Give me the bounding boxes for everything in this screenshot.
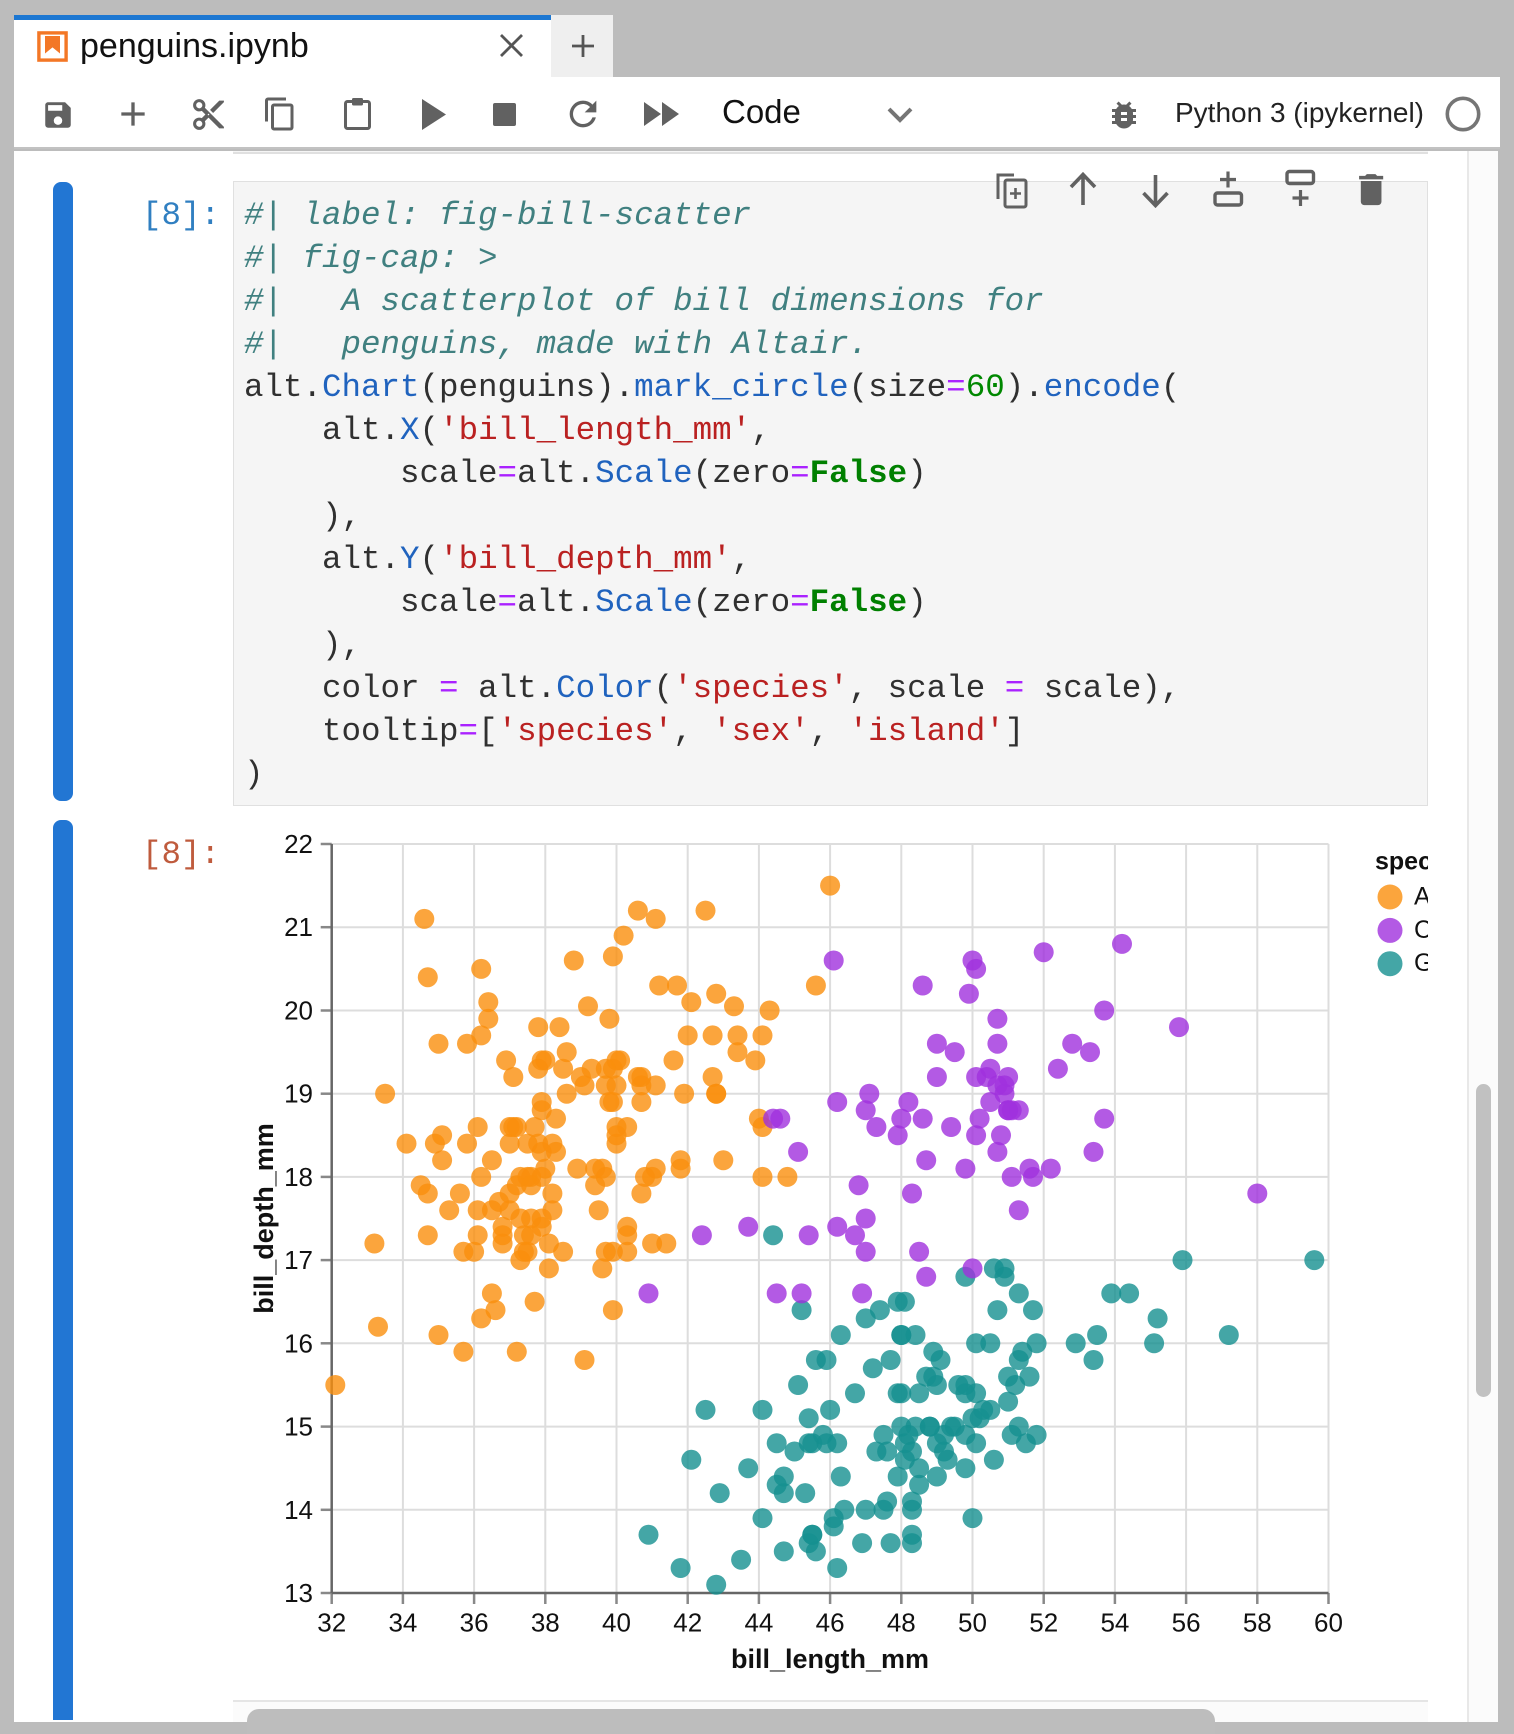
svg-text:17: 17 (284, 1245, 313, 1275)
svg-text:Adelie: Adelie (1414, 883, 1428, 911)
svg-text:20: 20 (284, 996, 313, 1026)
svg-text:40: 40 (602, 1608, 631, 1638)
svg-text:16: 16 (284, 1328, 313, 1358)
svg-text:14: 14 (284, 1495, 313, 1525)
svg-text:22: 22 (284, 829, 313, 859)
svg-text:species: species (1375, 848, 1428, 876)
svg-text:44: 44 (744, 1608, 773, 1638)
svg-text:34: 34 (388, 1608, 417, 1638)
svg-text:42: 42 (673, 1608, 702, 1638)
svg-text:38: 38 (531, 1608, 560, 1638)
svg-text:15: 15 (284, 1412, 313, 1442)
svg-text:21: 21 (284, 912, 313, 942)
svg-text:Gentoo: Gentoo (1414, 949, 1428, 977)
svg-text:18: 18 (284, 1162, 313, 1192)
svg-text:13: 13 (284, 1578, 313, 1608)
svg-text:36: 36 (460, 1608, 489, 1638)
svg-text:48: 48 (887, 1608, 916, 1638)
svg-text:60: 60 (1314, 1608, 1343, 1638)
svg-text:58: 58 (1243, 1608, 1272, 1638)
svg-text:bill_depth_mm: bill_depth_mm (249, 1123, 279, 1314)
svg-text:54: 54 (1100, 1608, 1129, 1638)
svg-text:Chinstrap: Chinstrap (1414, 916, 1428, 944)
svg-text:46: 46 (816, 1608, 845, 1638)
svg-text:50: 50 (958, 1608, 987, 1638)
svg-text:32: 32 (317, 1608, 346, 1638)
svg-text:bill_length_mm: bill_length_mm (731, 1644, 929, 1674)
svg-text:19: 19 (284, 1079, 313, 1109)
svg-text:56: 56 (1172, 1608, 1201, 1638)
svg-text:52: 52 (1029, 1608, 1058, 1638)
